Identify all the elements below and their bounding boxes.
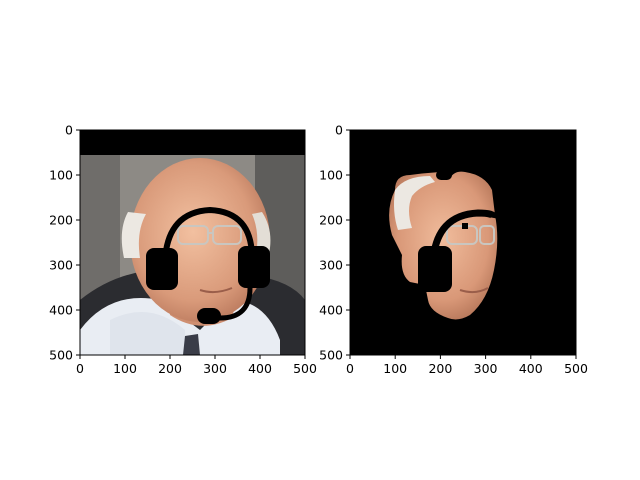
x-tick-label: 500: [564, 361, 588, 376]
y-tick-label: 0: [65, 123, 73, 138]
x-tick-label: 500: [293, 361, 317, 376]
x-tick-label: 0: [76, 361, 84, 376]
x-tick-label: 200: [428, 361, 452, 376]
right-y-ticks: 0 100 200 300 400 500: [319, 123, 350, 363]
x-tick-label: 100: [113, 361, 137, 376]
y-tick-label: 400: [49, 303, 73, 318]
left-image-panel: 0 100 200 300 400 500 0 100 200 300 400 500: [49, 123, 317, 377]
x-tick-label: 400: [519, 361, 543, 376]
right-mask-image: [350, 130, 576, 355]
left-x-ticks: 0 100 200 300 400 500: [76, 355, 317, 376]
x-tick-label: 0: [346, 361, 354, 376]
y-tick-label: 200: [319, 213, 343, 228]
x-tick-label: 200: [158, 361, 182, 376]
y-tick-label: 400: [319, 303, 343, 318]
y-tick-label: 200: [49, 213, 73, 228]
right-x-ticks: 0 100 200 300 400 500: [346, 355, 588, 376]
y-tick-label: 100: [49, 168, 73, 183]
x-tick-label: 400: [248, 361, 272, 376]
x-tick-label: 100: [383, 361, 407, 376]
x-tick-label: 300: [203, 361, 227, 376]
y-tick-label: 100: [319, 168, 343, 183]
right-image-panel: 0 100 200 300 400 500 0 100 200 300 400 500: [319, 123, 588, 377]
y-tick-label: 300: [49, 258, 73, 273]
y-tick-label: 500: [319, 348, 343, 363]
right-axes-frame: [349, 129, 577, 356]
y-tick-label: 300: [319, 258, 343, 273]
y-tick-label: 0: [335, 123, 343, 138]
left-photo: [80, 130, 305, 355]
y-tick-label: 500: [49, 348, 73, 363]
headset-icon: [146, 206, 270, 324]
left-axes-frame: [79, 129, 306, 356]
left-y-ticks: 0 100 200 300 400 500: [49, 123, 80, 363]
x-tick-label: 300: [474, 361, 498, 376]
